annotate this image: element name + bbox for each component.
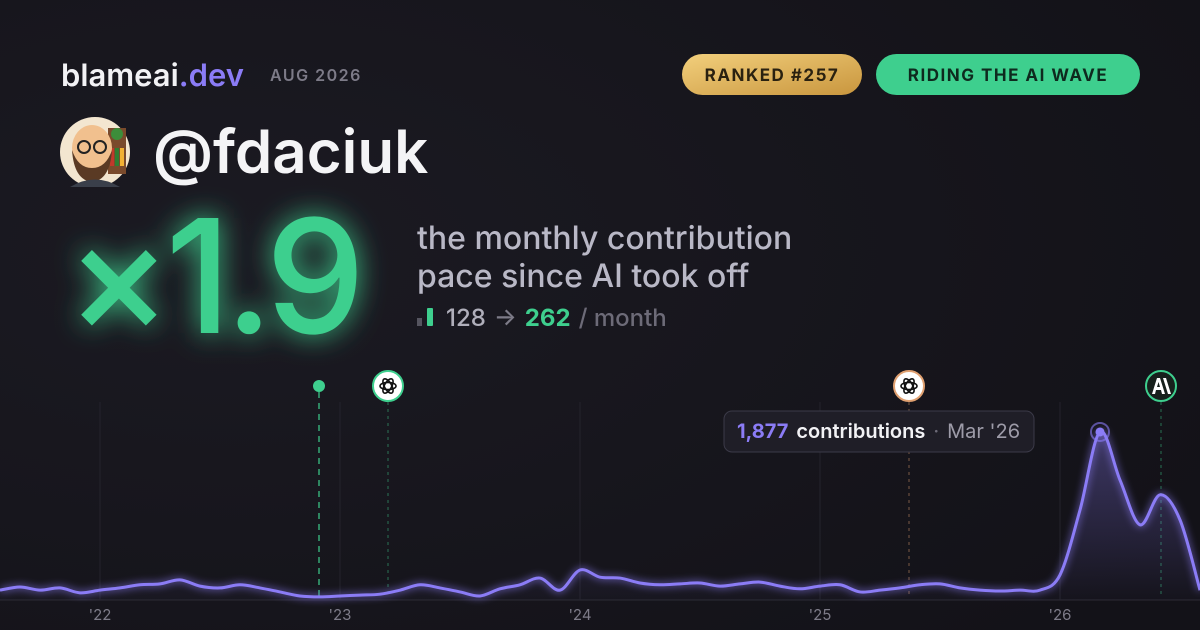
x-tick-label: '22 — [89, 605, 112, 624]
x-tick-label: '26 — [1049, 605, 1072, 624]
handle: @fdaciuk — [153, 116, 428, 188]
pace-before: 128 — [446, 303, 486, 332]
status-badge-text: RIDING THE AI WAVE — [908, 66, 1108, 86]
pace-after: 262 — [525, 303, 571, 332]
pace-arrow: → — [494, 303, 517, 332]
pace: 128 → 262 / month — [446, 303, 667, 332]
area — [0, 431, 1200, 600]
brand-name: blameai — [61, 57, 179, 94]
tooltip — [723, 410, 1035, 453]
description-line: pace since AI took off — [417, 256, 749, 295]
status-badge — [876, 54, 1140, 95]
plot — [0, 421, 1200, 600]
x-tick-label: '23 — [329, 605, 352, 624]
avatar — [60, 117, 130, 187]
tooltip-date: Mar '26 — [947, 419, 1020, 443]
x-tick-label: '25 — [809, 605, 832, 624]
description-line: the monthly contribution — [417, 218, 792, 257]
tooltip-unit: contributions — [796, 419, 925, 443]
line — [0, 430, 1200, 599]
tooltip-text: 1,877 contributions · Mar '26 — [737, 419, 1020, 443]
brand-tld: .dev — [179, 57, 244, 94]
highlight-point — [1095, 427, 1105, 437]
tooltip-separator: · — [933, 419, 939, 443]
multiplier: ×1.9 — [66, 181, 359, 372]
pace-icon — [427, 308, 433, 326]
pace-icon — [417, 318, 422, 326]
x-tick-label: '24 — [568, 605, 591, 624]
tooltip-value: 1,877 — [737, 419, 788, 443]
pace-unit: / month — [579, 303, 667, 332]
highlight-ring — [1090, 421, 1110, 442]
period: AUG 2026 — [270, 65, 362, 85]
rank-badge — [682, 54, 862, 95]
rank-badge-text: RANKED #257 — [705, 66, 840, 86]
brand: blameai.dev — [61, 57, 244, 94]
